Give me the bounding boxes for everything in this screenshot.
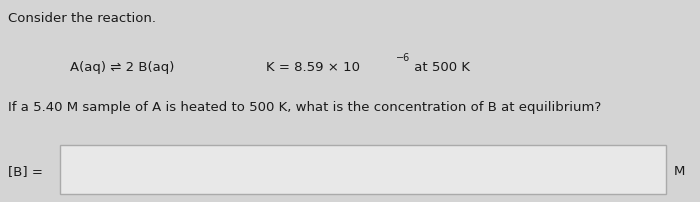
Text: Consider the reaction.: Consider the reaction.: [8, 12, 156, 25]
Text: A(aq) ⇌ 2 B(aq): A(aq) ⇌ 2 B(aq): [70, 61, 174, 74]
Text: If a 5.40 M sample of A is heated to 500 K, what is the concentration of B at eq: If a 5.40 M sample of A is heated to 500…: [8, 101, 601, 114]
Text: M: M: [674, 165, 685, 178]
FancyBboxPatch shape: [60, 145, 666, 194]
Text: −6: −6: [395, 53, 409, 63]
Text: K = 8.59 × 10: K = 8.59 × 10: [266, 61, 360, 74]
Text: at 500 K: at 500 K: [410, 61, 470, 74]
Text: [B] =: [B] =: [8, 165, 43, 178]
